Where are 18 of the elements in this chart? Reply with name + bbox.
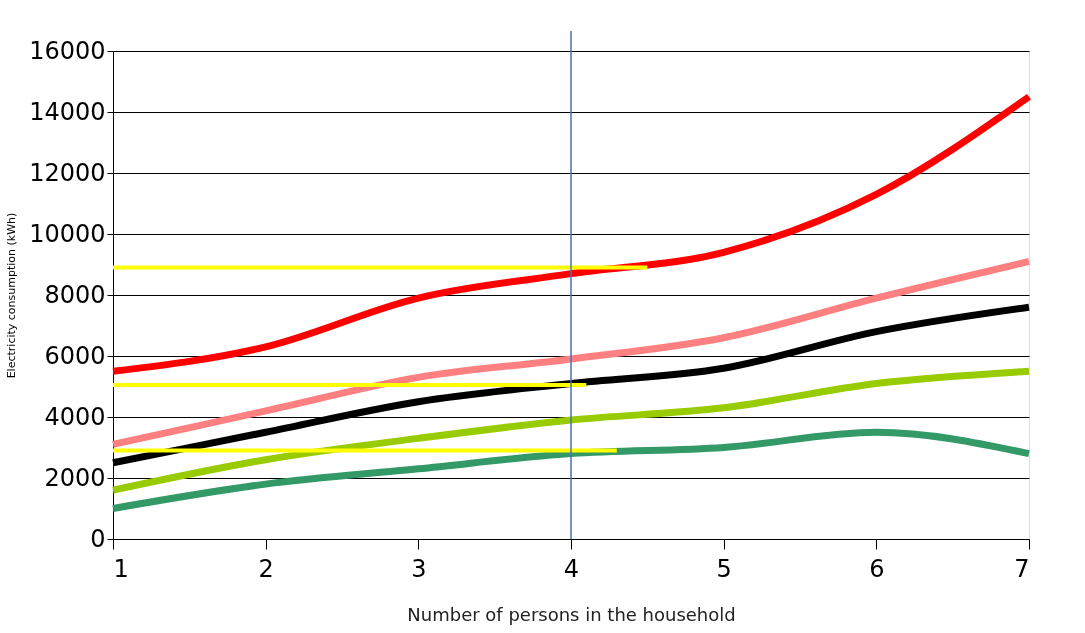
y-axis-title: Electricity consumption (kWh) bbox=[5, 212, 19, 379]
y-tick-label: 2000 bbox=[44, 463, 106, 492]
x-tick-label: 1 bbox=[113, 554, 129, 583]
x-axis-title: Number of persons in the household bbox=[407, 603, 736, 625]
y-tick-label: 8000 bbox=[44, 280, 106, 309]
y-tick-label: 16000 bbox=[29, 36, 106, 65]
x-tick-label: 7 bbox=[1014, 554, 1030, 583]
y-tick-label: 10000 bbox=[29, 219, 106, 248]
y-tick-label: 0 bbox=[90, 524, 106, 553]
x-tick-label: 6 bbox=[869, 554, 885, 583]
x-tick-label: 3 bbox=[411, 554, 427, 583]
y-tick-label: 6000 bbox=[44, 341, 106, 370]
y-tick-label: 12000 bbox=[29, 158, 106, 187]
x-tick-label: 5 bbox=[716, 554, 732, 583]
y-tick-label: 4000 bbox=[44, 402, 106, 431]
y-tick-label: 14000 bbox=[29, 97, 106, 126]
x-tick-label: 4 bbox=[563, 554, 580, 583]
x-tick-label: 2 bbox=[258, 554, 274, 583]
